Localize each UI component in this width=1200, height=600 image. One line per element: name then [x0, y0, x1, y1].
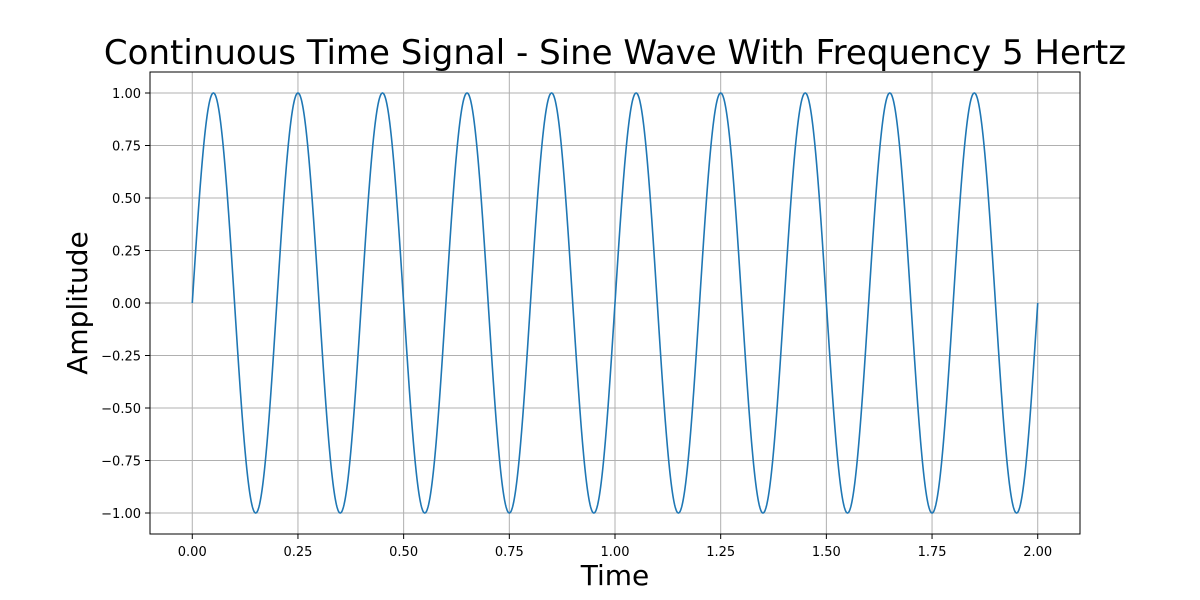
sine-wave-series-line	[191, 92, 1039, 514]
y-axis: 1.00 0.75 0.50 0.25 0.00 −0.25 −0.50 −0.75 −1.00	[101, 87, 150, 522]
x-tick-label: 1.50	[812, 545, 841, 560]
y-tick-label: −0.25	[101, 350, 141, 365]
x-tick-label: 0.25	[283, 545, 312, 560]
y-tick-label: −0.50	[101, 402, 141, 417]
y-tick-label: 0.50	[112, 192, 141, 207]
x-tick-label: 1.75	[918, 545, 947, 560]
x-tick-label: 0.50	[389, 545, 418, 560]
y-tick-label: 0.25	[112, 245, 141, 260]
x-tick-label: 1.00	[601, 545, 630, 560]
x-axis-label: Time	[580, 559, 650, 592]
y-tick-label: −1.00	[101, 507, 141, 522]
x-tick-label: 0.00	[178, 545, 207, 560]
y-tick-label: −0.75	[101, 455, 141, 470]
x-tick-label: 1.25	[706, 545, 735, 560]
y-tick-label: 1.00	[112, 87, 141, 102]
y-tick-label: 0.00	[112, 297, 141, 312]
x-tick-label: 0.75	[495, 545, 524, 560]
y-axis-label: Amplitude	[61, 231, 94, 375]
x-axis: 0.00 0.25 0.50 0.75 1.00 1.25 1.50 1.75 2.00	[178, 534, 1052, 560]
y-tick-label: 0.75	[112, 140, 141, 155]
chart-title: Continuous Time Signal - Sine Wave With …	[104, 33, 1126, 73]
x-tick-label: 2.00	[1023, 545, 1052, 560]
